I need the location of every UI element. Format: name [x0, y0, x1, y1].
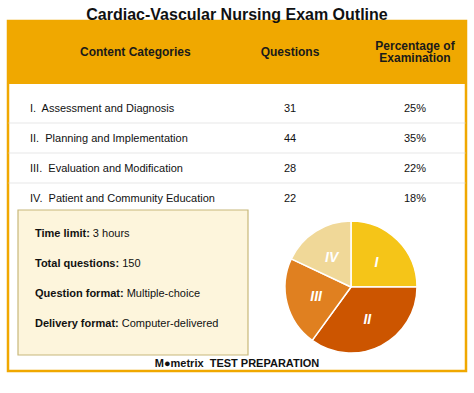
svg-text:Computer-delivered: Computer-delivered [122, 317, 219, 329]
svg-text:Total questions:: Total questions: [35, 257, 119, 269]
svg-text:IV: IV [325, 249, 340, 265]
svg-text:Questions: Questions [261, 45, 320, 59]
svg-text:Time limit:: Time limit: [35, 227, 90, 239]
svg-text:M●metrix TEST PREPARATION: M●metrix TEST PREPARATION [155, 357, 320, 369]
svg-text:25%: 25% [404, 102, 426, 114]
svg-text:22%: 22% [404, 162, 426, 174]
svg-text:44: 44 [284, 132, 296, 144]
svg-text:Content Categories: Content Categories [80, 45, 191, 59]
svg-text:I. Assessment and Diagnosis: I. Assessment and Diagnosis [30, 102, 175, 114]
svg-text:II. Planning and Implementati: II. Planning and Implementation [30, 132, 188, 144]
svg-text:35%: 35% [404, 132, 426, 144]
svg-text:Examination: Examination [379, 51, 450, 65]
svg-text:22: 22 [284, 192, 296, 204]
svg-text:Question format:: Question format: [35, 287, 124, 299]
svg-text:Cardiac-Vascular Nursing Exam: Cardiac-Vascular Nursing Exam Outline [86, 6, 388, 23]
svg-text:I: I [375, 254, 380, 270]
svg-text:Percentage of: Percentage of [375, 39, 455, 53]
svg-text:Multiple-choice: Multiple-choice [127, 287, 200, 299]
svg-text:150: 150 [122, 257, 140, 269]
svg-text:IV. Patient and Community Edu: IV. Patient and Community Education [30, 192, 215, 204]
svg-text:18%: 18% [404, 192, 426, 204]
svg-text:II: II [363, 311, 372, 327]
svg-text:III: III [310, 288, 323, 304]
svg-text:Delivery format:: Delivery format: [35, 317, 119, 329]
svg-text:28: 28 [284, 162, 296, 174]
svg-text:3 hours: 3 hours [93, 227, 130, 239]
svg-text:31: 31 [284, 102, 296, 114]
svg-text:III. Evaluation and Modificat: III. Evaluation and Modification [30, 162, 183, 174]
